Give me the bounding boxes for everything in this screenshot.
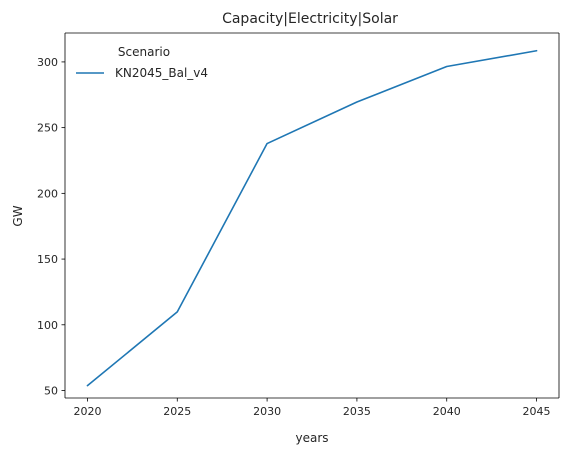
y-tick-label-300: 300 <box>37 56 58 69</box>
legend: Scenario KN2045_Bal_v4 <box>76 45 208 80</box>
y-tick-label-50: 50 <box>44 385 58 398</box>
y-tick-label-250: 250 <box>37 122 58 135</box>
series-layer <box>86 49 538 387</box>
x-tick-label-2040: 2040 <box>433 405 461 418</box>
y-tick-label-200: 200 <box>37 187 58 200</box>
y-tick-label-150: 150 <box>37 253 58 266</box>
x-tick-label-2035: 2035 <box>343 405 371 418</box>
x-axis-ticks: 2020 2025 2030 2035 2040 2045 <box>73 398 551 418</box>
x-axis-label: years <box>295 431 328 445</box>
y-axis-label: GW <box>11 205 25 226</box>
series-line-kn2045-bal-v4 <box>86 49 538 387</box>
chart-title: Capacity|Electricity|Solar <box>222 11 398 27</box>
legend-entry-kn2045-bal-v4: KN2045_Bal_v4 <box>115 66 208 80</box>
y-axis-ticks: 50 100 150 200 250 300 <box>37 56 65 398</box>
x-tick-label-2020: 2020 <box>73 405 101 418</box>
legend-title: Scenario <box>118 45 170 59</box>
x-tick-label-2025: 2025 <box>163 405 191 418</box>
x-tick-label-2045: 2045 <box>523 405 551 418</box>
x-tick-label-2030: 2030 <box>253 405 281 418</box>
y-tick-label-100: 100 <box>37 319 58 332</box>
